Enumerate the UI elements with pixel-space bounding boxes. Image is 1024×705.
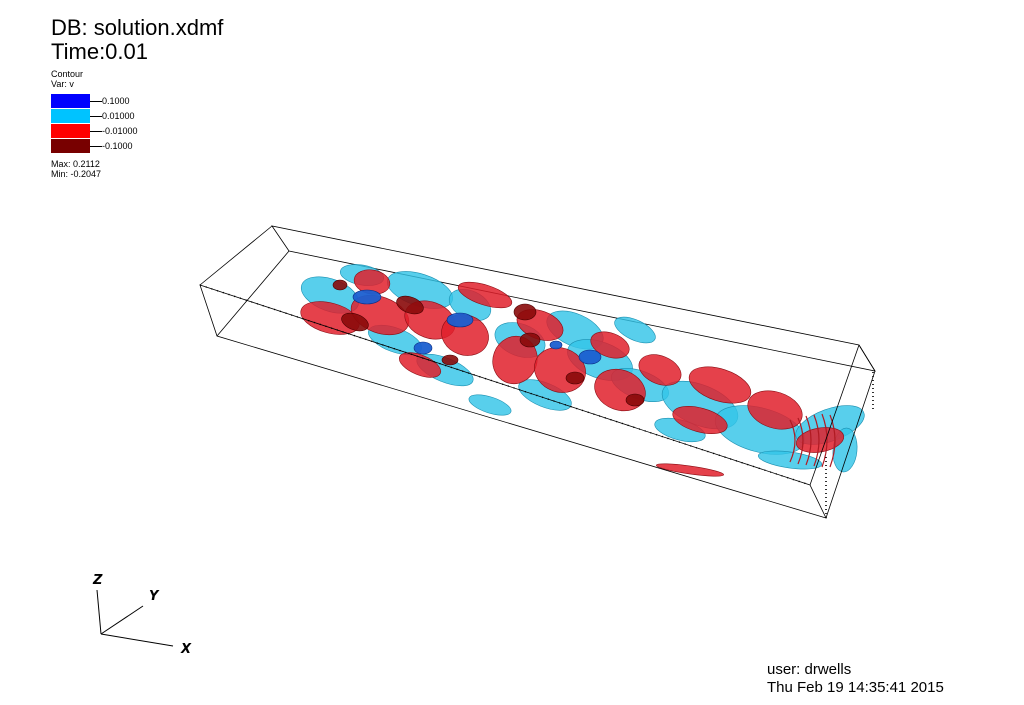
legend-swatch-level-1 <box>51 94 90 108</box>
axis-triad-icon <box>96 589 174 647</box>
legend-level-label-2: 0.01000 <box>102 111 135 121</box>
x-axis-ticks <box>199 284 811 486</box>
legend-plot-type: Contour <box>51 69 84 79</box>
legend-variable: Var: v <box>51 79 74 89</box>
x-axis-line <box>100 633 174 647</box>
time-label: Time:0.01 <box>51 39 149 64</box>
bounding-box-front <box>199 284 876 519</box>
legend-level-label-1: 0.1000 <box>102 96 130 106</box>
isosurface-cluster <box>300 264 865 477</box>
contour-legend: Contour Var: v 0.1000 0.01000 -0.01000 -… <box>51 69 171 184</box>
database-title: DB: solution.xdmf <box>51 15 224 40</box>
legend-level-label-3: -0.01000 <box>102 126 138 136</box>
legend-tick-2 <box>90 116 102 117</box>
legend-swatch-level-2 <box>51 109 90 123</box>
legend-max: Max: 0.2112 <box>51 159 100 169</box>
legend-tick-3 <box>90 131 102 132</box>
datetime-label: Thu Feb 19 14:35:41 2015 <box>767 679 944 696</box>
legend-tick-1 <box>90 101 102 102</box>
bounding-box-edge-left <box>216 250 290 337</box>
legend-swatch-level-4 <box>51 139 90 153</box>
bounding-box-edge-top-left <box>199 225 273 286</box>
triad-y-label: Y <box>149 589 160 604</box>
legend-min: Min: -0.2047 <box>51 169 102 179</box>
legend-tick-4 <box>90 146 102 147</box>
y-axis-line <box>100 605 144 635</box>
user-label: user: drwells <box>767 661 852 678</box>
triad-z-label: Z <box>92 573 103 588</box>
z-axis-line <box>96 589 102 635</box>
bounding-box-edge-top-right <box>858 344 876 372</box>
legend-swatch-level-3 <box>51 124 90 138</box>
legend-level-label-4: -0.1000 <box>102 141 133 151</box>
triad-x-label: X <box>180 642 192 657</box>
